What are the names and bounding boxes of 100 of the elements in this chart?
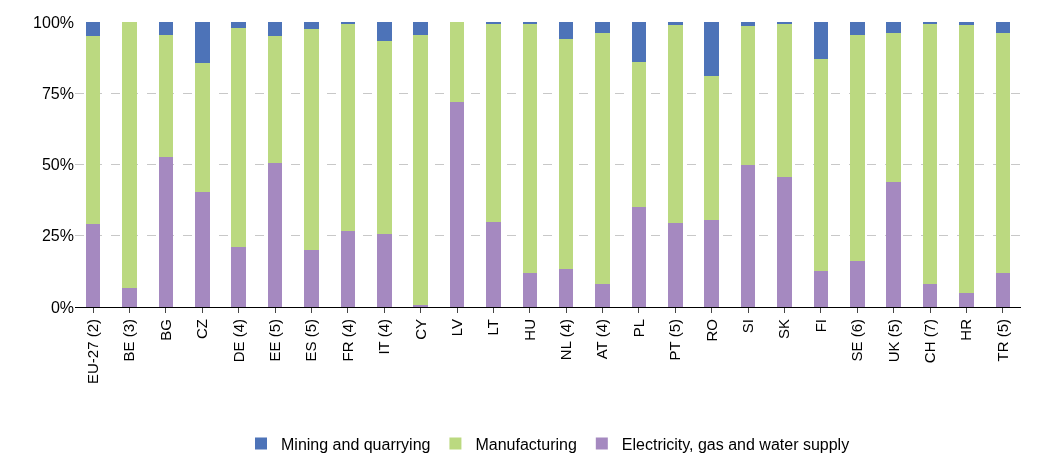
- bar: [595, 284, 610, 307]
- bar: [486, 23, 501, 222]
- x-tick-label: LT: [484, 319, 502, 336]
- bar: [813, 22, 829, 60]
- bar: [595, 33, 610, 285]
- bar: [558, 268, 574, 307]
- bar: [376, 40, 392, 235]
- x-tick-label: BG: [156, 319, 174, 341]
- bar: [959, 292, 974, 307]
- bar: [195, 191, 210, 307]
- bar: [522, 272, 538, 307]
- bar: [158, 34, 174, 158]
- x-tick-label: SK: [775, 319, 793, 340]
- bar: [304, 250, 319, 307]
- bar: [995, 33, 1011, 273]
- bar: [413, 34, 428, 306]
- x-tick-label: CZ: [193, 319, 211, 339]
- x-tick-label: SI: [738, 319, 756, 334]
- bar: [595, 22, 610, 34]
- x-tick-label: NL (4): [557, 319, 575, 361]
- x-tick-label: AT (4): [593, 319, 611, 360]
- bar: [158, 157, 174, 307]
- bar: [995, 22, 1011, 34]
- bar: [231, 22, 247, 28]
- x-tick-label: HR: [957, 318, 975, 341]
- x-tick-label: RO: [702, 319, 720, 342]
- bar: [85, 22, 101, 37]
- bar: [340, 231, 356, 307]
- legend-label: Mining and quarrying: [281, 435, 431, 453]
- bar: [740, 164, 756, 307]
- bar: [267, 163, 283, 307]
- x-tick-label: PL: [629, 319, 647, 338]
- bar: [486, 221, 501, 307]
- bar: [922, 284, 938, 307]
- bar: [631, 22, 647, 62]
- bar: [231, 27, 247, 248]
- x-tick-label: UK (5): [884, 319, 902, 363]
- bar: [886, 33, 901, 182]
- x-tick-label: DE (4): [229, 319, 247, 363]
- legend-label: Electricity, gas and water supply: [621, 435, 850, 453]
- x-tick-label: FR (4): [338, 319, 356, 362]
- x-tick-label: EU-27 (2): [84, 319, 102, 385]
- x-tick-label: LV: [447, 319, 465, 337]
- bar: [740, 22, 756, 27]
- bar: [959, 24, 974, 293]
- x-tick-label: EE (5): [265, 319, 283, 362]
- bar: [777, 177, 792, 307]
- bar: [849, 22, 865, 35]
- bar: [740, 26, 756, 165]
- bar: [777, 23, 792, 178]
- bar: [267, 36, 283, 164]
- bar: [376, 22, 392, 41]
- bar: [558, 39, 574, 269]
- bar: [195, 63, 210, 192]
- bar: [304, 29, 319, 250]
- bar: [886, 22, 901, 34]
- x-tick-label: HU: [520, 319, 538, 341]
- bar: [122, 22, 137, 289]
- bar: [158, 22, 174, 35]
- bar: [668, 22, 683, 26]
- x-tick-label: BE (3): [120, 319, 138, 362]
- bar: [85, 224, 101, 307]
- bar: [631, 61, 647, 208]
- bar: [85, 36, 101, 225]
- y-tick-label: 100%: [33, 13, 74, 31]
- bar: [376, 234, 392, 307]
- x-tick-label: SE (6): [848, 319, 866, 362]
- bar: [668, 25, 683, 223]
- x-tick-label: FI: [811, 319, 829, 333]
- bar: [849, 34, 865, 262]
- x-tick-label: ES (5): [302, 319, 320, 362]
- bar: [449, 101, 465, 307]
- bar: [995, 272, 1011, 307]
- legend-label: Manufacturing: [475, 435, 577, 453]
- bar: [413, 22, 428, 35]
- x-tick-label: CH (7): [920, 319, 938, 364]
- y-tick-label: 50%: [41, 156, 74, 174]
- x-tick-label: CY: [411, 319, 429, 340]
- bar: [558, 22, 574, 40]
- bar: [704, 220, 720, 307]
- bar: [449, 22, 465, 102]
- bar: [522, 23, 538, 273]
- x-tick-label: IT (4): [375, 319, 393, 355]
- y-tick-label: 0%: [50, 298, 74, 316]
- bar: [813, 271, 829, 307]
- bar: [886, 181, 901, 307]
- y-tick-label: 75%: [41, 84, 74, 102]
- bar: [340, 24, 356, 232]
- bar: [813, 59, 829, 272]
- bar: [959, 22, 974, 25]
- bar: [195, 22, 210, 64]
- bar: [704, 76, 720, 221]
- y-tick-label: 25%: [41, 227, 74, 245]
- bar: [631, 207, 647, 307]
- bar: [267, 22, 283, 37]
- bar: [704, 22, 720, 77]
- bar: [304, 22, 319, 30]
- x-tick-label: PT (5): [666, 319, 684, 361]
- x-tick-label: TR (5): [993, 319, 1011, 362]
- bar: [231, 247, 247, 307]
